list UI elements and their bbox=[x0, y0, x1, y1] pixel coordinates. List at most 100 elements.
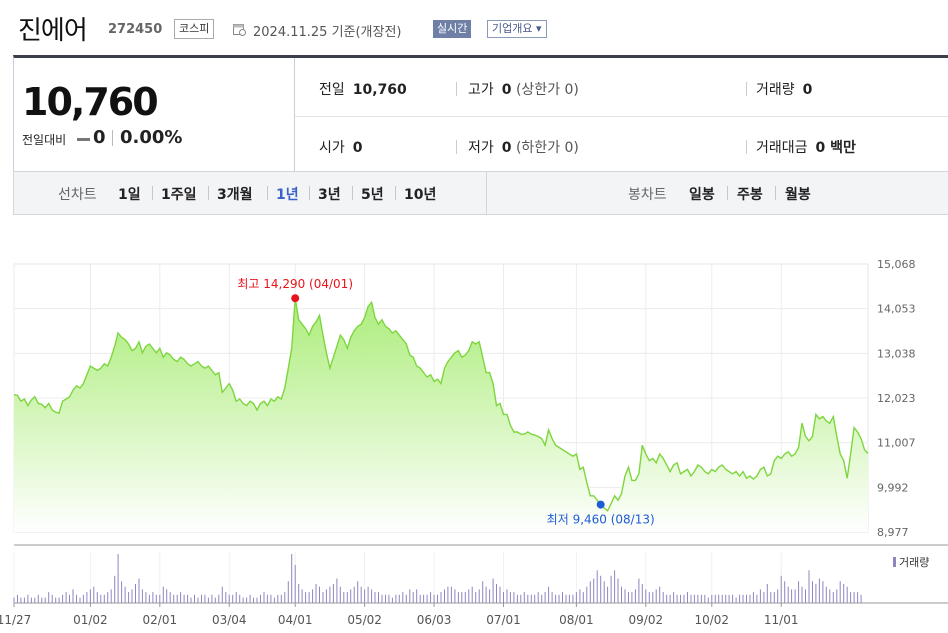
volume-bar bbox=[461, 592, 463, 603]
tab-daily[interactable]: 일봉 bbox=[689, 187, 715, 203]
volume-bar bbox=[145, 592, 147, 603]
volume-bar bbox=[836, 589, 838, 603]
volume-bar bbox=[103, 594, 105, 603]
volume-bar bbox=[69, 594, 70, 603]
tab-1w[interactable]: 1주일 bbox=[161, 187, 197, 203]
volume-bar bbox=[253, 597, 254, 603]
volume-bar bbox=[322, 592, 324, 603]
volume-bar bbox=[374, 592, 376, 603]
volume-bar bbox=[13, 597, 15, 603]
tab-1d[interactable]: 1일 bbox=[118, 187, 141, 203]
volume-bar bbox=[183, 594, 185, 603]
volume-bar bbox=[176, 594, 178, 603]
volume-bar bbox=[478, 589, 480, 603]
volume-bar bbox=[801, 586, 803, 603]
low-label: 저가 bbox=[468, 140, 494, 156]
volume-bar bbox=[221, 586, 223, 603]
volume-bar bbox=[34, 597, 36, 603]
amount-value: 0 백만 bbox=[815, 140, 856, 156]
panel-divider bbox=[294, 58, 295, 174]
volume-bar bbox=[673, 592, 675, 603]
volume-bar bbox=[662, 592, 664, 603]
volume-bar bbox=[787, 586, 789, 603]
volume-bar bbox=[232, 594, 234, 603]
volume-bar bbox=[610, 575, 612, 603]
volume-bar bbox=[593, 578, 595, 603]
volume-bar bbox=[270, 594, 272, 603]
volume-bar bbox=[600, 575, 602, 603]
volume-bar bbox=[447, 586, 449, 603]
low-value: 0 bbox=[501, 140, 512, 156]
volume-bar bbox=[718, 594, 720, 603]
volume-bar bbox=[513, 592, 515, 603]
volume-bar bbox=[280, 594, 282, 603]
volume-bar bbox=[152, 592, 154, 603]
tab-3m[interactable]: 3개월 bbox=[217, 187, 253, 203]
volume-bar bbox=[249, 594, 251, 603]
volume-bar bbox=[246, 597, 248, 603]
change-label: 전일대비 bbox=[22, 133, 67, 147]
volume-bar bbox=[96, 592, 98, 603]
volume-bar bbox=[214, 597, 216, 603]
volume-bar bbox=[419, 594, 421, 603]
volume-bar bbox=[395, 594, 397, 603]
realtime-button[interactable]: 실시간 bbox=[433, 20, 472, 38]
volume-bar bbox=[763, 592, 765, 603]
volume-bar bbox=[336, 578, 338, 603]
volume-bar bbox=[499, 586, 501, 603]
volume-bar bbox=[190, 597, 192, 603]
volume-bar bbox=[201, 594, 202, 603]
volume-bar bbox=[652, 592, 654, 603]
volume-bar bbox=[204, 594, 206, 603]
max-label: 최고 14,290 (04/01) bbox=[237, 277, 353, 291]
prev-close-value: 10,760 bbox=[352, 82, 407, 98]
volume-bar bbox=[565, 594, 567, 603]
calendar-icon bbox=[233, 24, 246, 36]
volume-cell: 거래량 0 bbox=[756, 79, 812, 99]
volume-bar bbox=[381, 594, 383, 603]
volume-bar bbox=[398, 594, 400, 603]
volume-bar bbox=[194, 594, 195, 603]
volume-bar bbox=[520, 594, 522, 603]
tab-weekly[interactable]: 주봉 bbox=[737, 187, 763, 203]
volume-bar bbox=[548, 586, 550, 603]
cell-divider bbox=[456, 140, 457, 154]
base-date: 2024.11.25 기준(개장전) bbox=[253, 25, 402, 40]
tab-3y[interactable]: 3년 bbox=[318, 187, 341, 203]
company-overview-dropdown[interactable]: 기업개요 ▾ bbox=[487, 20, 547, 38]
volume-bar bbox=[707, 597, 709, 603]
volume-bar bbox=[812, 581, 813, 603]
x-tick-label: 10/02 bbox=[694, 613, 729, 627]
volume-bar bbox=[551, 592, 553, 603]
volume-bar bbox=[607, 586, 609, 603]
volume-bar bbox=[839, 581, 841, 603]
x-tick-label: 11/27 bbox=[0, 613, 31, 627]
volume-bar bbox=[180, 592, 182, 603]
volume-bar bbox=[648, 592, 650, 603]
volume-bar bbox=[693, 594, 695, 603]
volume-bar bbox=[385, 594, 386, 603]
price-area bbox=[14, 298, 868, 532]
tab-5y[interactable]: 5년 bbox=[361, 187, 384, 203]
tab-10y[interactable]: 10년 bbox=[404, 187, 437, 203]
volume-bar bbox=[631, 592, 633, 603]
volume-bar bbox=[260, 594, 261, 603]
volume-bar bbox=[509, 592, 511, 603]
tab-1y[interactable]: 1년 bbox=[276, 187, 299, 203]
volume-bar bbox=[659, 586, 661, 603]
volume-bar bbox=[128, 592, 130, 603]
volume-bar bbox=[239, 594, 241, 603]
volume-bar bbox=[645, 589, 647, 603]
volume-bar bbox=[818, 578, 820, 603]
volume-bar bbox=[822, 581, 824, 603]
volume-bar bbox=[704, 594, 706, 603]
volume-bar bbox=[266, 594, 268, 603]
upper-limit: (상한가 0) bbox=[515, 82, 579, 98]
tab-monthly[interactable]: 월봉 bbox=[785, 187, 811, 203]
prev-close-label: 전일 bbox=[319, 82, 345, 98]
open-cell: 시가 0 bbox=[319, 137, 363, 157]
volume-bar bbox=[444, 589, 445, 603]
volume-bar bbox=[100, 594, 102, 603]
volume-bar bbox=[846, 586, 848, 603]
volume-bar bbox=[79, 597, 81, 603]
